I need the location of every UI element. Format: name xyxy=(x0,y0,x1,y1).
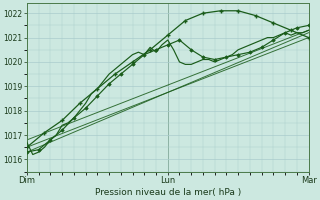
X-axis label: Pression niveau de la mer( hPa ): Pression niveau de la mer( hPa ) xyxy=(95,188,241,197)
